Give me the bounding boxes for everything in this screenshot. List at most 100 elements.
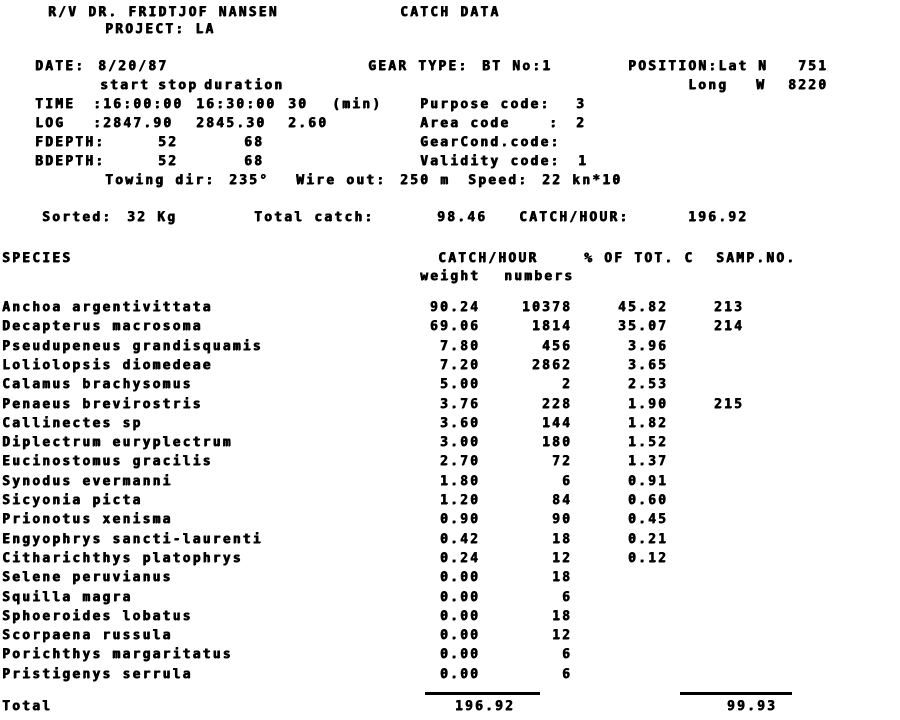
log-stop: 2845.30 bbox=[196, 116, 267, 131]
date-value: 8/20/87 bbox=[98, 59, 169, 74]
species-name: Diplectrum euryplectrum bbox=[2, 435, 233, 451]
pct-value: 1.82 bbox=[627, 415, 668, 431]
numbers-value: 18 bbox=[551, 531, 572, 547]
pct-column-header: % OF TOT. C bbox=[584, 251, 695, 266]
pct-value: 0.45 bbox=[627, 512, 668, 528]
table-row: Callinectes sp 3.60 144 1.82 bbox=[0, 416, 900, 435]
species-name: Porichthys margaritatus bbox=[2, 647, 233, 663]
pct-value: 45.82 bbox=[617, 300, 668, 315]
numbers-value: 84 bbox=[551, 493, 572, 508]
total-pct-rule bbox=[680, 692, 792, 695]
bdepth-line: BDEPTH: 52 68 Validity code: 1 bbox=[0, 154, 900, 173]
weight-value: 0.00 bbox=[439, 608, 480, 624]
towing-dir: 235° bbox=[229, 173, 270, 188]
samp-value: 213 bbox=[713, 300, 744, 315]
weight-value: 1.80 bbox=[439, 473, 480, 489]
total-catch-value: 98.46 bbox=[437, 210, 488, 225]
bdepth-label: BDEPTH: bbox=[35, 154, 106, 169]
numbers-value: 2 bbox=[561, 377, 572, 393]
pct-value: 0.60 bbox=[627, 493, 668, 508]
species-name: Penaeus brevirostris bbox=[2, 396, 203, 412]
numbers-value: 1814 bbox=[531, 319, 572, 335]
total-weight: 196.92 bbox=[454, 699, 515, 714]
bdepth-stop: 68 bbox=[244, 154, 265, 169]
date-line: DATE: 8/20/87 GEAR TYPE: BT No:1 POSITIO… bbox=[0, 59, 900, 78]
towing-label: Towing dir: bbox=[105, 173, 216, 188]
numbers-value: 228 bbox=[541, 396, 572, 412]
species-name: Sicyonia picta bbox=[2, 493, 143, 508]
table-row: Sicyonia picta 1.20 84 0.60 bbox=[0, 493, 900, 512]
duration-header: duration bbox=[204, 78, 285, 93]
time-stop: 16:30:00 bbox=[196, 97, 277, 112]
pct-value: 1.90 bbox=[627, 396, 668, 412]
species-name: Citharichthys platophrys bbox=[2, 550, 243, 566]
samp-column-header: SAMP.NO. bbox=[716, 251, 797, 266]
pct-value: 1.52 bbox=[627, 435, 668, 451]
speed-value: 22 kn*10 bbox=[542, 173, 623, 188]
numbers-value: 2862 bbox=[531, 357, 572, 373]
total-catch-label: Total catch: bbox=[254, 210, 375, 225]
numbers-value: 6 bbox=[561, 473, 572, 489]
log-line: LOG :2847.90 2845.30 2.60 Area code : 2 bbox=[0, 116, 900, 135]
position-label: POSITION:Lat bbox=[628, 59, 749, 74]
weight-value: 0.00 bbox=[439, 647, 480, 663]
purpose-label: Purpose code: bbox=[420, 97, 551, 112]
species-name: Decapterus macrosoma bbox=[2, 319, 203, 335]
weight-value: 0.00 bbox=[439, 628, 480, 644]
table-row: Loliolopsis diomedeae 7.20 2862 3.65 bbox=[0, 358, 900, 377]
species-name: Selene peruvianus bbox=[2, 570, 173, 586]
time-line: TIME :16:00:00 16:30:00 30 (min) Purpose… bbox=[0, 97, 900, 116]
weight-value: 0.24 bbox=[439, 550, 480, 566]
table-row: Calamus brachysomus 5.00 2 2.53 bbox=[0, 377, 900, 396]
catch-hour-value: 196.92 bbox=[688, 210, 749, 225]
table-row: Porichthys margaritatus 0.00 6 bbox=[0, 647, 900, 666]
report-title: CATCH DATA bbox=[400, 5, 501, 20]
table-row: Citharichthys platophrys 0.24 12 0.12 bbox=[0, 551, 900, 570]
sorted-value: 32 Kg bbox=[127, 210, 178, 225]
bdepth-start: 52 bbox=[158, 154, 179, 169]
lat-value: 751 bbox=[798, 59, 829, 74]
weight-value: 2.70 bbox=[439, 454, 480, 470]
table-row: Eucinostomus gracilis 2.70 72 1.37 bbox=[0, 454, 900, 473]
table-row: Squilla magra 0.00 6 bbox=[0, 590, 900, 609]
weight-value: 0.42 bbox=[439, 531, 480, 547]
species-column-header: SPECIES bbox=[2, 251, 73, 266]
table-row: Sphoeroides lobatus 0.00 18 bbox=[0, 609, 900, 628]
table-row: Penaeus brevirostris 3.76 228 1.90 215 bbox=[0, 397, 900, 416]
validity-label: Validity code: bbox=[420, 154, 561, 169]
catch-hour-column-header: CATCH/HOUR bbox=[438, 251, 539, 266]
towing-line: Towing dir: 235° Wire out: 250 m Speed: … bbox=[0, 173, 900, 192]
table-row: Anchoa argentivittata 90.24 10378 45.82 213 bbox=[0, 300, 900, 319]
time-label: TIME bbox=[35, 97, 76, 112]
weight-value: 90.24 bbox=[429, 300, 480, 315]
time-unit: (min) bbox=[332, 97, 383, 112]
numbers-value: 90 bbox=[551, 512, 572, 528]
weight-value: 0.00 bbox=[439, 589, 480, 605]
table-row: Selene peruvianus 0.00 18 bbox=[0, 570, 900, 589]
fdepth-start: 52 bbox=[158, 135, 179, 150]
weight-value: 0.00 bbox=[439, 666, 480, 682]
numbers-value: 12 bbox=[551, 550, 572, 566]
time-duration: 30 bbox=[288, 97, 309, 112]
fdepth-label: FDEPTH: bbox=[35, 135, 106, 150]
species-name: Synodus evermanni bbox=[2, 473, 173, 489]
table-row: Pristigenys serrula 0.00 6 bbox=[0, 667, 900, 686]
species-name: Callinectes sp bbox=[2, 415, 143, 431]
weight-value: 7.80 bbox=[439, 338, 480, 354]
area-code: 2 bbox=[576, 116, 587, 131]
weight-value: 3.60 bbox=[439, 415, 480, 431]
numbers-value: 10378 bbox=[521, 300, 572, 315]
wire-label: Wire out: bbox=[296, 173, 387, 188]
weight-value: 3.76 bbox=[439, 396, 480, 412]
table-row: Synodus evermanni 1.80 6 0.91 bbox=[0, 474, 900, 493]
weight-value: 0.00 bbox=[439, 570, 480, 586]
project-line: PROJECT: LA bbox=[0, 22, 900, 41]
start-header: start bbox=[100, 78, 151, 93]
start-stop-header-line: start stop duration Long W 8220 bbox=[0, 78, 900, 97]
fdepth-stop: 68 bbox=[244, 135, 265, 150]
numbers-value: 12 bbox=[551, 628, 572, 644]
species-name: Engyophrys sancti-laurenti bbox=[2, 531, 263, 547]
total-pct: 99.93 bbox=[726, 699, 777, 714]
pct-value: 0.91 bbox=[627, 473, 668, 489]
title-line: R/V DR. FRIDTJOF NANSEN CATCH DATA bbox=[0, 5, 900, 24]
